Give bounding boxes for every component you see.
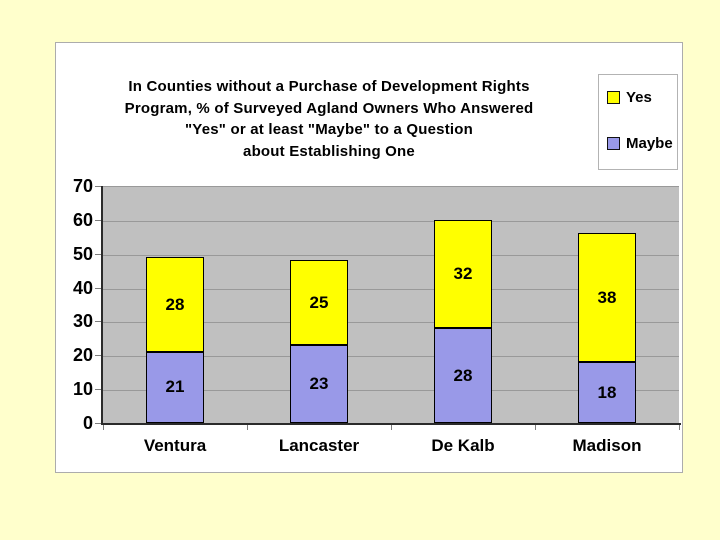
stacked-bar-segment-maybe — [578, 362, 636, 423]
y-tick-label: 70 — [72, 176, 93, 196]
chart-title: In Counties without a Purchase of Develo… — [73, 76, 585, 162]
x-category-label: Lancaster — [278, 436, 360, 455]
stacked-bar-segment-maybe — [290, 345, 348, 423]
x-tick — [391, 425, 392, 430]
y-tick — [95, 220, 101, 221]
y-tick — [95, 321, 101, 322]
y-tick — [95, 355, 101, 356]
data-label: 38 — [597, 288, 617, 307]
y-tick — [95, 389, 101, 390]
y-axis-line — [101, 186, 103, 425]
data-label: 28 — [165, 295, 185, 314]
y-tick-label: 0 — [82, 413, 93, 433]
legend-label: Maybe — [626, 134, 673, 152]
data-label: 28 — [453, 366, 473, 385]
gridline-40 — [103, 289, 679, 290]
stacked-bar-segment-yes — [578, 233, 636, 362]
gridline-30 — [103, 322, 679, 323]
legend-item-yes: Yes — [607, 87, 652, 107]
gridline-50 — [103, 255, 679, 256]
stacked-bar-segment-maybe — [434, 328, 492, 423]
y-tick — [95, 288, 101, 289]
legend-item-maybe: Maybe — [607, 133, 673, 153]
chart-title-line: "Yes" or at least "Maybe" to a Question — [185, 121, 473, 138]
y-tick-label: 40 — [72, 278, 93, 298]
gridline-20 — [103, 356, 679, 357]
chart-frame: In Counties without a Purchase of Develo… — [55, 42, 683, 473]
data-label: 18 — [597, 383, 617, 402]
x-category-label: De Kalb — [431, 436, 495, 455]
data-label: 25 — [309, 293, 329, 312]
y-tick-label: 30 — [72, 311, 93, 331]
chart-legend: Yes Maybe — [598, 74, 678, 170]
stacked-bar-segment-maybe — [146, 352, 204, 423]
data-label: 23 — [309, 374, 329, 393]
x-axis-line — [101, 423, 681, 425]
y-tick — [95, 186, 101, 187]
gridline-60 — [103, 221, 679, 222]
y-tick-label: 20 — [72, 345, 93, 365]
x-tick — [535, 425, 536, 430]
y-tick-label: 10 — [72, 379, 93, 399]
x-category-label: Ventura — [143, 436, 207, 455]
legend-label: Yes — [626, 88, 652, 106]
gridline-10 — [103, 390, 679, 391]
chart-title-line: Program, % of Surveyed Agland Owners Who… — [124, 99, 534, 117]
x-tick — [103, 425, 104, 430]
x-tick — [679, 425, 680, 430]
chart-title-line: In Counties without a Purchase of Develo… — [128, 78, 530, 95]
y-tick-label: 60 — [72, 210, 93, 230]
chart-title-line: about Establishing One — [243, 142, 415, 160]
stacked-bar-segment-yes — [290, 260, 348, 345]
stacked-bar-segment-yes — [434, 220, 492, 328]
data-label: 21 — [165, 377, 185, 396]
y-tick — [95, 254, 101, 255]
x-tick — [247, 425, 248, 430]
x-category-label: Madison — [572, 436, 642, 455]
y-tick-label: 50 — [72, 244, 93, 264]
stacked-bar-segment-yes — [146, 257, 204, 352]
data-label: 32 — [453, 264, 473, 283]
legend-swatch-yes — [607, 90, 620, 104]
legend-swatch-maybe — [607, 136, 620, 150]
y-tick — [95, 423, 101, 424]
